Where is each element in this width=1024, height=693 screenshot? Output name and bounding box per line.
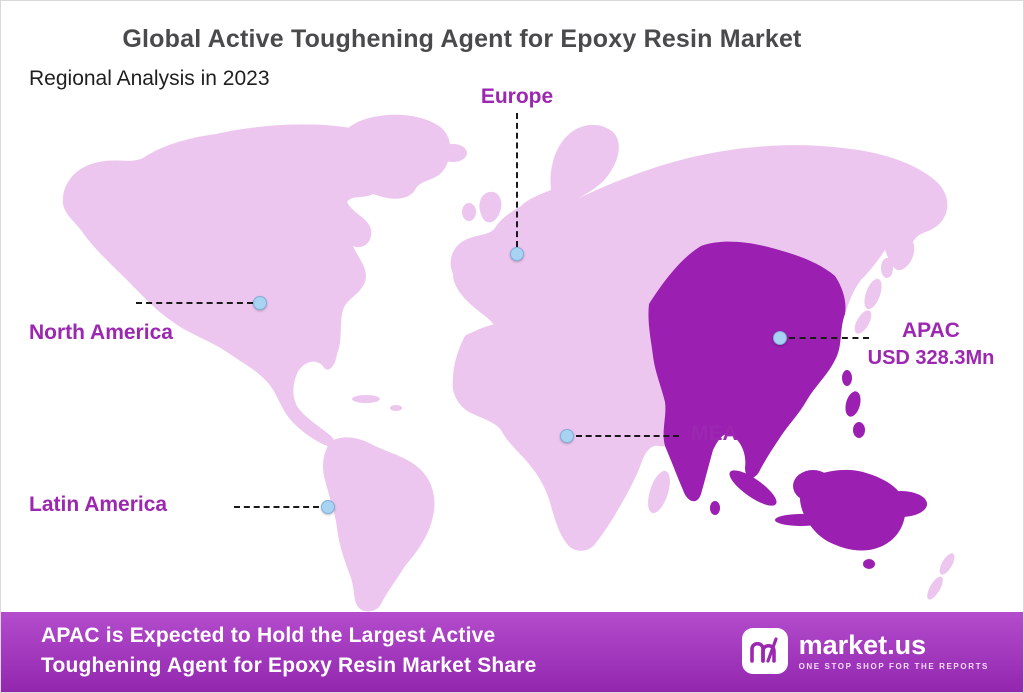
banner-line-1: APAC is Expected to Hold the Largest Act… — [41, 624, 496, 647]
region-label-apac: APAC — [902, 319, 960, 342]
landmass-sumatra — [729, 470, 777, 506]
landmass-south-america — [323, 437, 435, 612]
landmass-caribbean — [352, 395, 380, 403]
region-label-latin-america: Latin America — [29, 493, 168, 516]
landmass-arabia — [603, 342, 669, 427]
banner-headline: APAC is Expected to Hold the Largest Act… — [41, 621, 537, 682]
page-title: Global Active Toughening Agent for Epoxy… — [122, 25, 802, 53]
landmass-tasmania — [863, 559, 875, 569]
marker-apac — [773, 331, 787, 345]
brand-name: market.us — [798, 629, 927, 660]
landmass-ireland — [462, 203, 476, 221]
landmass-japan-honshu — [864, 278, 882, 310]
brand-tagline: ONE STOP SHOP FOR THE REPORTS — [798, 662, 989, 672]
landmass-japan-hokkaido — [881, 258, 893, 278]
landmass-new-zealand-south — [927, 576, 943, 600]
brand-lockup: market.us ONE STOP SHOP FOR THE REPORTS — [741, 627, 989, 675]
landmass-taiwan — [842, 370, 852, 386]
landmass-sri-lanka — [710, 501, 720, 515]
marker-europe — [510, 247, 524, 261]
region-label-europe: Europe — [480, 85, 554, 108]
marker-north-america — [253, 296, 267, 310]
bottom-banner: APAC is Expected to Hold the Largest Act… — [1, 612, 1023, 692]
connector-latin-america — [234, 506, 319, 508]
landmass-japan-kyushu — [854, 310, 872, 334]
connector-europe — [516, 113, 518, 247]
landmass-madagascar — [648, 470, 670, 514]
connector-north-america — [136, 302, 253, 304]
landmass-philippines — [845, 391, 861, 417]
region-value-apac: USD 328.3Mn — [867, 347, 995, 369]
connector-mea — [576, 435, 679, 437]
region-label-north-america: North America — [29, 321, 173, 344]
marker-latin-america — [321, 500, 335, 514]
marker-mea — [560, 429, 574, 443]
region-label-mea: MEA — [691, 422, 738, 445]
landmass-australia — [799, 469, 906, 551]
landmass-iceland — [439, 144, 467, 162]
region-callout-apac: APAC USD 328.3Mn — [851, 319, 1011, 370]
landmass-new-zealand-north — [939, 553, 955, 575]
page-subtitle: Regional Analysis in 2023 — [29, 67, 270, 90]
landmass-apac-highlight — [648, 241, 846, 502]
landmass-caribbean-small — [390, 405, 402, 411]
landmass-philippines-south — [853, 422, 865, 438]
landmass-sakhalin — [875, 210, 883, 242]
banner-line-2: Toughening Agent for Epoxy Resin Market … — [41, 654, 537, 678]
connector-apac — [789, 337, 869, 339]
landmass-britain — [479, 191, 502, 223]
marketus-logo-icon — [741, 628, 788, 674]
landmass-north-america — [62, 124, 400, 448]
brand-texts: market.us ONE STOP SHOP FOR THE REPORTS — [798, 629, 989, 672]
